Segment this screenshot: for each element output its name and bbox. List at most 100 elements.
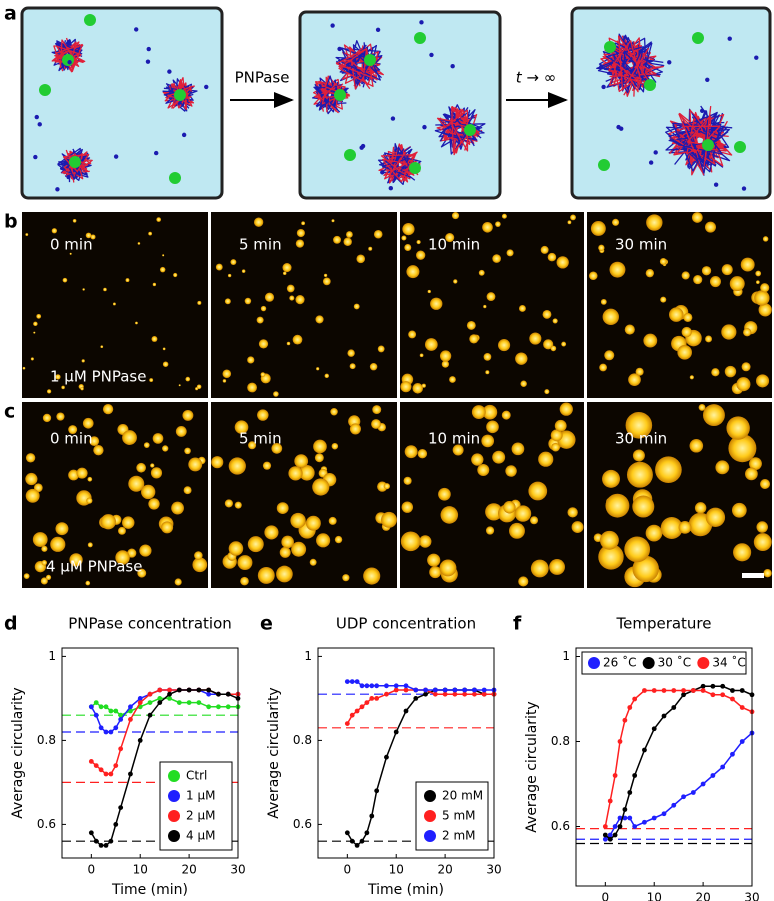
data-point [651,688,657,693]
droplet [406,265,420,279]
droplet [330,408,338,416]
droplet [417,449,428,459]
droplet [286,284,295,293]
droplet [224,499,233,508]
data-point [374,683,380,689]
droplet [334,535,343,544]
droplet [68,425,78,435]
droplet [632,555,659,583]
droplet [645,269,654,278]
droplet [538,451,554,467]
particle [364,54,376,66]
data-point [720,764,726,770]
data-point [349,679,355,684]
data-point [671,802,677,808]
data-point [462,691,468,697]
nucleotide [380,170,385,175]
droplets [211,405,397,586]
droplet [174,578,182,586]
data-point [88,704,94,710]
droplet [643,333,658,348]
data-point [710,683,716,689]
nucleotide [146,46,151,52]
data-point [432,687,438,693]
legend-label: 30 ˚C [658,655,691,670]
droplet [331,442,339,450]
droplet [509,522,525,539]
droplet [383,483,390,490]
nucleotide [330,23,335,28]
droplet [314,453,324,463]
droplet [183,486,192,495]
droplet [152,282,157,287]
nucleotide [37,122,42,127]
data-point [423,691,428,697]
data-point [442,691,448,697]
droplet [192,557,208,573]
data-point [374,788,380,794]
droplet [760,283,770,293]
droplet [292,334,303,345]
droplet [404,445,418,459]
droplet [741,362,751,372]
y-tick-label: 1 [562,649,570,663]
droplet [567,507,578,518]
droplet [711,368,720,377]
droplet [68,469,79,481]
droplet [483,352,492,361]
droplet [82,288,85,291]
nucleotide [450,64,455,69]
droplet [724,365,737,378]
droplet [100,514,116,530]
droplet [599,363,607,372]
droplet [227,273,232,278]
polymer [380,151,416,183]
x-tick-label: 10 [389,863,404,877]
droplets [400,212,576,395]
time-label: 0 min [50,236,93,254]
data-point [681,794,686,800]
droplet [683,312,693,322]
time-label: 30 min [615,430,667,448]
droplet [412,383,423,394]
data-point [472,687,477,693]
droplet [427,553,441,567]
legend-swatch [642,657,655,669]
droplet [51,228,58,234]
data-point [720,683,726,689]
droplet [122,430,137,445]
data-point [147,691,153,697]
y-axis-label: Average circularity [266,687,282,818]
droplet [403,476,412,485]
droplet [705,335,713,343]
droplet [550,429,563,442]
droplet [282,271,287,276]
droplet [681,326,692,338]
panel-label: e [260,613,273,635]
data-point [93,712,99,718]
droplet [162,445,169,452]
nucleotide [599,64,604,69]
data-point [481,691,487,697]
data-point [642,819,647,825]
data-point [612,832,618,838]
droplet [554,419,567,432]
droplet [600,298,607,305]
legend-label: 2 μM [186,809,215,823]
nucleotide [113,154,119,159]
data-point [167,687,172,693]
chart: PNPase concentration Time (min) Average ci… [10,615,246,899]
data-point [108,708,114,714]
data-point [359,704,365,710]
droplet [429,566,442,579]
droplets [22,217,202,394]
droplet [726,416,750,440]
nucleotide [741,186,747,191]
chart: UDP concentration Time (min) Average circu… [266,615,502,899]
droplet [86,497,93,504]
droplet [228,541,244,556]
scale-bar [742,573,764,578]
legend-label: 2 mM [442,829,476,843]
legend-swatch [424,810,436,822]
droplet [258,339,269,349]
